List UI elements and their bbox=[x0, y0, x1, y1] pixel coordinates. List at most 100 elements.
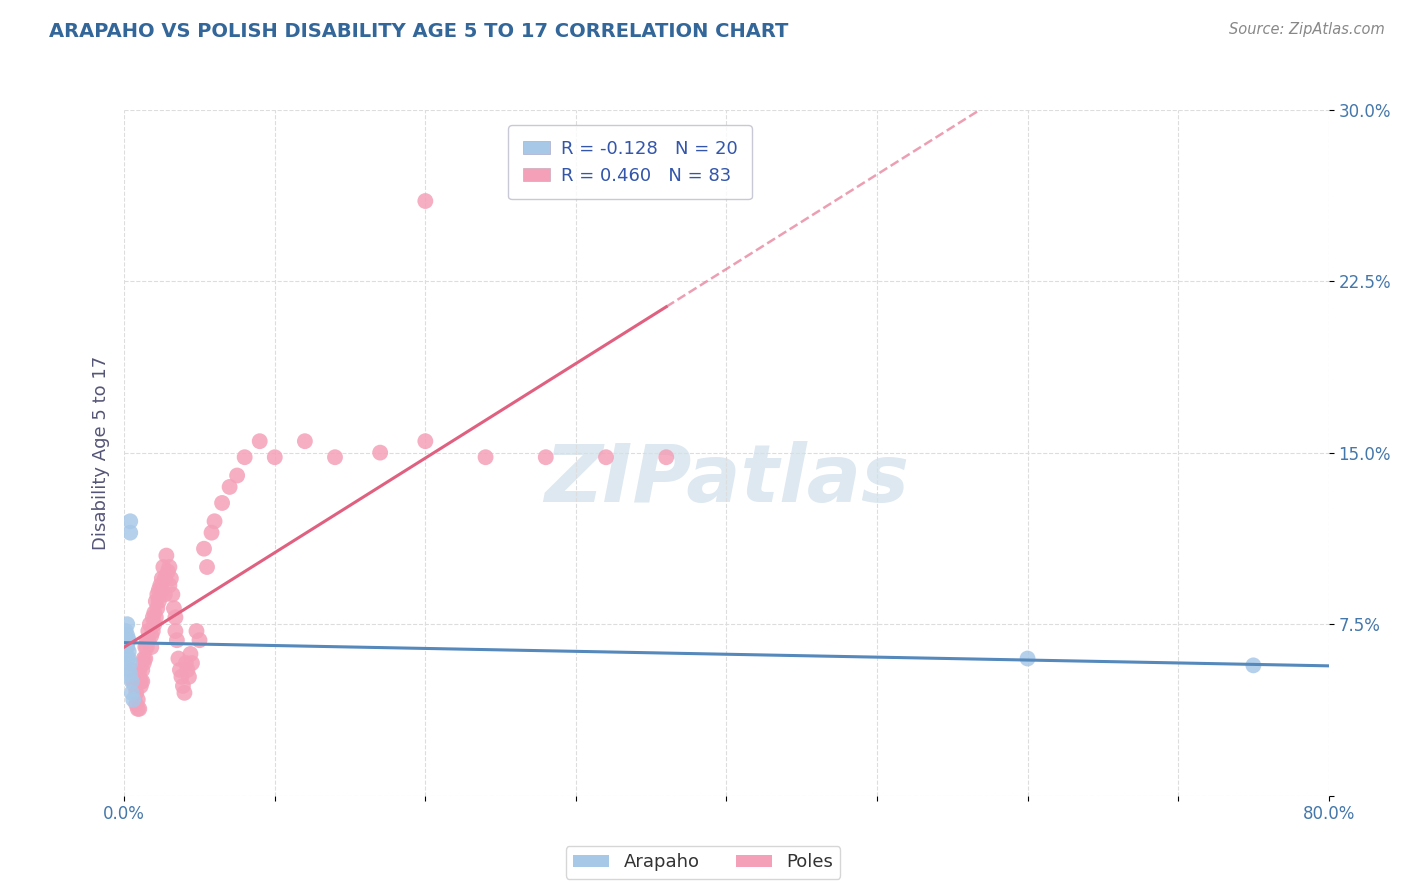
Point bbox=[186, 624, 208, 638]
Point bbox=[1017, 651, 1039, 665]
Point bbox=[136, 633, 159, 648]
Legend: R = -0.128   N = 20, R = 0.460   N = 83: R = -0.128 N = 20, R = 0.460 N = 83 bbox=[509, 126, 752, 199]
Point bbox=[162, 587, 184, 601]
Legend: Arapaho, Poles: Arapaho, Poles bbox=[565, 847, 841, 879]
Point bbox=[415, 194, 437, 208]
Point bbox=[163, 601, 186, 615]
Point bbox=[114, 640, 136, 654]
Point bbox=[125, 686, 148, 700]
Point bbox=[170, 670, 193, 684]
Point bbox=[115, 640, 138, 654]
Point bbox=[134, 640, 156, 654]
Point bbox=[218, 480, 240, 494]
Point bbox=[155, 549, 177, 563]
Point bbox=[139, 617, 162, 632]
Point bbox=[176, 663, 198, 677]
Point bbox=[131, 663, 153, 677]
Point bbox=[188, 633, 211, 648]
Point bbox=[233, 450, 256, 465]
Point bbox=[160, 571, 183, 585]
Point bbox=[118, 633, 141, 648]
Point bbox=[115, 629, 138, 643]
Point bbox=[655, 450, 678, 465]
Point bbox=[121, 663, 143, 677]
Point bbox=[128, 663, 150, 677]
Point bbox=[149, 578, 172, 592]
Point bbox=[120, 514, 142, 528]
Point bbox=[157, 578, 180, 592]
Point bbox=[165, 624, 187, 638]
Point bbox=[122, 692, 145, 706]
Point bbox=[120, 525, 142, 540]
Point bbox=[166, 633, 188, 648]
Point bbox=[120, 656, 142, 670]
Point bbox=[115, 651, 138, 665]
Point bbox=[204, 514, 226, 528]
Point bbox=[115, 617, 138, 632]
Point bbox=[263, 450, 285, 465]
Point bbox=[211, 496, 233, 510]
Point bbox=[143, 606, 166, 620]
Point bbox=[200, 525, 222, 540]
Point bbox=[156, 565, 179, 579]
Point bbox=[114, 633, 136, 648]
Point bbox=[127, 702, 149, 716]
Point bbox=[165, 610, 187, 624]
Point bbox=[136, 624, 159, 638]
Point bbox=[150, 571, 173, 585]
Text: ARAPAHO VS POLISH DISABILITY AGE 5 TO 17 CORRELATION CHART: ARAPAHO VS POLISH DISABILITY AGE 5 TO 17… bbox=[49, 22, 789, 41]
Point bbox=[146, 601, 169, 615]
Point bbox=[148, 594, 170, 608]
Point bbox=[128, 702, 150, 716]
Point bbox=[174, 656, 197, 670]
Point bbox=[141, 629, 163, 643]
Point bbox=[152, 560, 174, 574]
Point bbox=[127, 692, 149, 706]
Point bbox=[131, 674, 153, 689]
Point bbox=[172, 679, 194, 693]
Point bbox=[135, 633, 157, 648]
Point bbox=[167, 651, 190, 665]
Point bbox=[129, 674, 152, 689]
Point bbox=[294, 434, 316, 449]
Point bbox=[153, 571, 176, 585]
Point bbox=[157, 560, 180, 574]
Point bbox=[323, 450, 346, 465]
Point bbox=[124, 679, 146, 693]
Text: Source: ZipAtlas.com: Source: ZipAtlas.com bbox=[1229, 22, 1385, 37]
Point bbox=[474, 450, 496, 465]
Point bbox=[181, 656, 204, 670]
Text: ZIPatlas: ZIPatlas bbox=[544, 441, 908, 519]
Point bbox=[121, 674, 143, 689]
Point bbox=[169, 663, 191, 677]
Point bbox=[153, 587, 176, 601]
Point bbox=[132, 651, 155, 665]
Point bbox=[142, 610, 165, 624]
Point bbox=[146, 587, 169, 601]
Point bbox=[128, 670, 150, 684]
Y-axis label: Disability Age 5 to 17: Disability Age 5 to 17 bbox=[93, 356, 110, 549]
Point bbox=[195, 560, 218, 574]
Point bbox=[129, 679, 152, 693]
Point bbox=[114, 624, 136, 638]
Point bbox=[143, 617, 166, 632]
Point bbox=[125, 698, 148, 712]
Point bbox=[1241, 658, 1264, 673]
Point bbox=[193, 541, 215, 556]
Point bbox=[177, 670, 200, 684]
Point bbox=[173, 686, 195, 700]
Point bbox=[148, 582, 170, 597]
Point bbox=[118, 651, 141, 665]
Point bbox=[135, 640, 157, 654]
Point bbox=[368, 445, 391, 459]
Point bbox=[121, 686, 143, 700]
Point bbox=[595, 450, 617, 465]
Point bbox=[141, 640, 163, 654]
Point bbox=[142, 624, 165, 638]
Point bbox=[145, 594, 167, 608]
Point bbox=[145, 610, 167, 624]
Point bbox=[226, 468, 249, 483]
Point bbox=[118, 645, 141, 659]
Point bbox=[150, 582, 173, 597]
Point bbox=[124, 670, 146, 684]
